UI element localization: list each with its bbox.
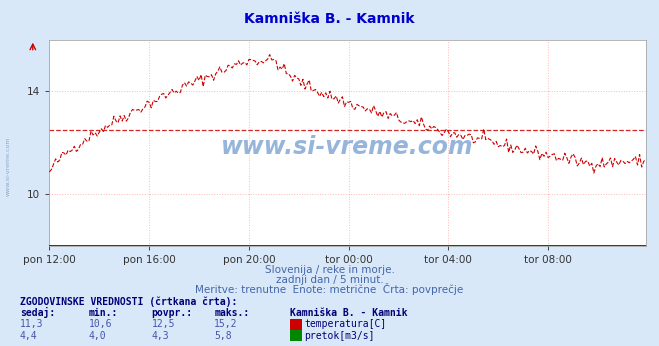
Text: 4,4: 4,4 [20,331,38,340]
Text: maks.:: maks.: [214,308,249,318]
Text: zadnji dan / 5 minut.: zadnji dan / 5 minut. [275,275,384,284]
Text: 5,8: 5,8 [214,331,232,340]
Text: www.si-vreme.com: www.si-vreme.com [221,135,474,159]
Text: Kamniška B. - Kamnik: Kamniška B. - Kamnik [290,308,407,318]
Text: www.si-vreme.com: www.si-vreme.com [5,136,11,196]
Text: 11,3: 11,3 [20,319,43,329]
Text: sedaj:: sedaj: [20,307,55,318]
Text: 10,6: 10,6 [89,319,113,329]
Text: povpr.:: povpr.: [152,308,192,318]
Text: min.:: min.: [89,308,119,318]
Text: ZGODOVINSKE VREDNOSTI (črtkana črta):: ZGODOVINSKE VREDNOSTI (črtkana črta): [20,297,237,307]
Text: Kamniška B. - Kamnik: Kamniška B. - Kamnik [244,12,415,26]
Text: Meritve: trenutne  Enote: metrične  Črta: povprečje: Meritve: trenutne Enote: metrične Črta: … [195,283,464,295]
Text: 12,5: 12,5 [152,319,175,329]
Text: temperatura[C]: temperatura[C] [304,319,387,329]
Text: 15,2: 15,2 [214,319,238,329]
Text: Slovenija / reke in morje.: Slovenija / reke in morje. [264,265,395,275]
Text: 4,0: 4,0 [89,331,107,340]
Text: 4,3: 4,3 [152,331,169,340]
Text: pretok[m3/s]: pretok[m3/s] [304,331,375,340]
